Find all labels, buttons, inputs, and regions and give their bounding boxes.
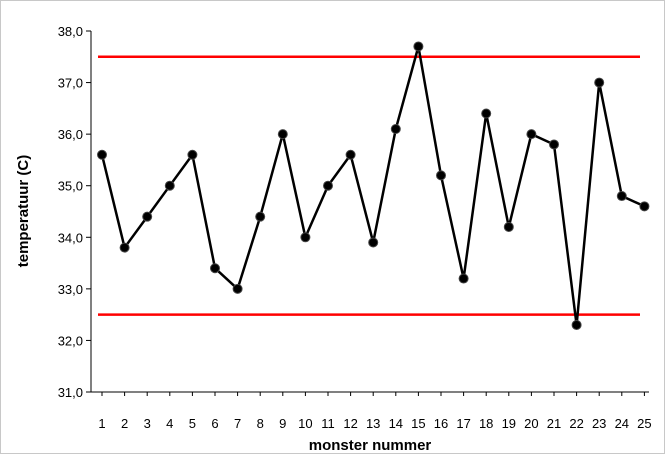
y-axis-title: temperatuur (C) bbox=[15, 155, 32, 268]
x-tick-label: 6 bbox=[211, 416, 218, 431]
x-tick-label: 20 bbox=[524, 416, 538, 431]
y-tick-label: 38,0 bbox=[58, 24, 83, 39]
y-tick-label: 32,0 bbox=[58, 333, 83, 348]
y-tick-label: 34,0 bbox=[58, 230, 83, 245]
data-point bbox=[119, 242, 130, 253]
data-point bbox=[300, 232, 311, 243]
series-line-path bbox=[100, 45, 645, 327]
x-tick-label: 24 bbox=[615, 416, 629, 431]
data-point bbox=[390, 123, 401, 134]
data-point bbox=[142, 211, 153, 222]
data-point bbox=[616, 191, 627, 202]
data-point bbox=[413, 41, 424, 52]
data-point bbox=[210, 263, 220, 274]
x-tick-label: 17 bbox=[456, 416, 470, 431]
data-point bbox=[436, 170, 446, 181]
x-tick-label: 7 bbox=[234, 416, 241, 431]
data-point bbox=[97, 149, 107, 160]
control-limits bbox=[98, 55, 640, 316]
axes bbox=[86, 30, 649, 396]
x-tick-label: 25 bbox=[637, 416, 651, 431]
x-tick-label: 22 bbox=[569, 416, 583, 431]
x-tick-label: 19 bbox=[502, 416, 516, 431]
y-tick-label: 37,0 bbox=[58, 76, 83, 91]
data-point bbox=[277, 129, 288, 140]
x-tick-label: 5 bbox=[189, 416, 196, 431]
y-tick-label: 35,0 bbox=[58, 179, 83, 194]
y-tick-label: 33,0 bbox=[58, 282, 83, 297]
data-point bbox=[526, 129, 537, 140]
x-tick-label: 21 bbox=[547, 416, 561, 431]
data-points bbox=[97, 41, 650, 330]
series-line bbox=[100, 45, 645, 327]
data-point bbox=[368, 237, 379, 248]
data-point bbox=[164, 180, 175, 191]
x-tick-label: 14 bbox=[389, 416, 403, 431]
data-point bbox=[323, 180, 333, 191]
data-point bbox=[594, 77, 605, 88]
data-point bbox=[639, 201, 650, 212]
x-tick-label: 11 bbox=[321, 416, 335, 431]
y-tick-label: 31,0 bbox=[58, 385, 83, 400]
data-point bbox=[232, 283, 243, 294]
x-tick-label: 12 bbox=[343, 416, 357, 431]
y-tick-labels: 31,0 32,0 33,0 34,0 35,0 36,0 37,0 38,0 bbox=[58, 24, 83, 400]
x-tick-label: 3 bbox=[144, 416, 151, 431]
data-point bbox=[187, 149, 198, 160]
x-tick-label: 15 bbox=[411, 416, 425, 431]
data-point bbox=[549, 139, 559, 150]
x-tick-label: 8 bbox=[257, 416, 264, 431]
data-point bbox=[458, 273, 469, 284]
data-point bbox=[503, 221, 514, 232]
data-point bbox=[481, 108, 492, 119]
data-point bbox=[255, 211, 266, 222]
x-tick-label: 1 bbox=[98, 416, 105, 431]
x-tick-label: 9 bbox=[279, 416, 286, 431]
x-tick-labels: 1 2 3 4 5 6 7 8 9 10 11 12 13 14 15 16 17 18 19 20 21 22 23 24 2… bbox=[98, 416, 651, 431]
x-tick-label: 10 bbox=[298, 416, 312, 431]
x-tick-label: 4 bbox=[166, 416, 173, 431]
x-axis-title: monster nummer bbox=[309, 437, 432, 454]
data-point bbox=[345, 149, 356, 160]
x-tick-label: 13 bbox=[366, 416, 380, 431]
x-tick-label: 18 bbox=[479, 416, 493, 431]
x-tick-label: 23 bbox=[592, 416, 606, 431]
x-tick-label: 2 bbox=[121, 416, 128, 431]
y-tick-label: 36,0 bbox=[58, 127, 83, 142]
x-tick-label: 16 bbox=[434, 416, 448, 431]
data-point bbox=[571, 319, 582, 330]
